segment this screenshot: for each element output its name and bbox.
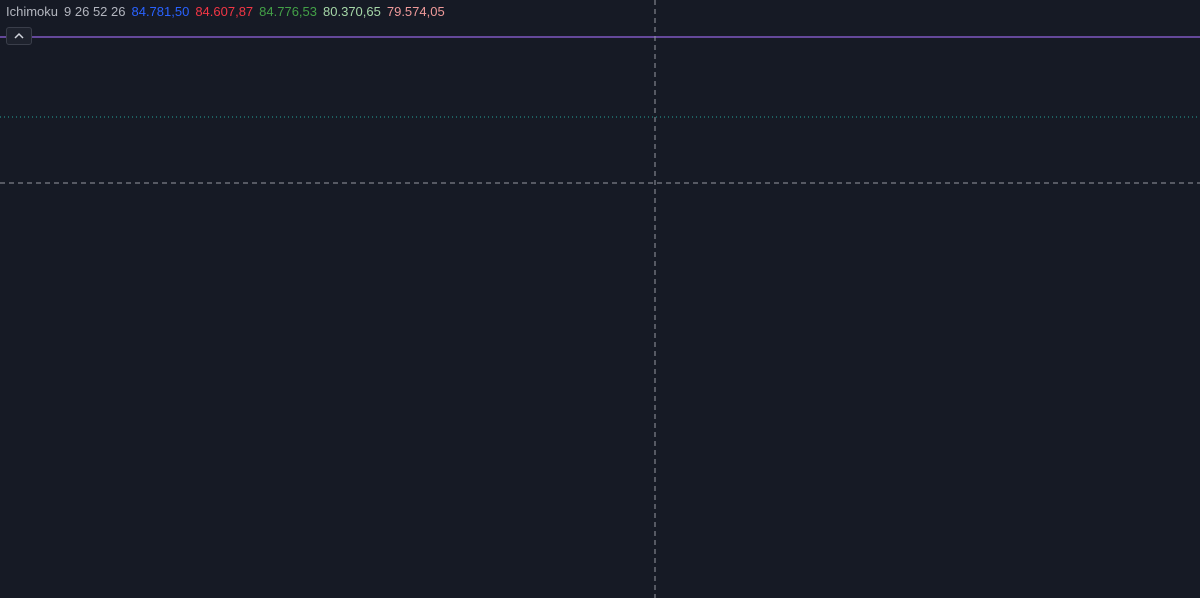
chevron-icon [14, 32, 24, 39]
indicator-legend: Ichimoku 9 26 52 26 84.781,50 84.607,87 84.7… [6, 4, 457, 19]
indicator-name: Ichimoku [6, 4, 59, 19]
indicator-value: 80.370,65 [323, 4, 381, 19]
indicator-params: 9 26 52 26 [64, 4, 126, 19]
indicator-value: 84.776,53 [259, 4, 318, 19]
collapse-button[interactable] [6, 27, 32, 45]
indicator-value: 84.607,87 [195, 4, 254, 19]
indicator-value: 79.574,05 [386, 4, 445, 19]
indicator-value: 84.781,50 [131, 4, 190, 19]
